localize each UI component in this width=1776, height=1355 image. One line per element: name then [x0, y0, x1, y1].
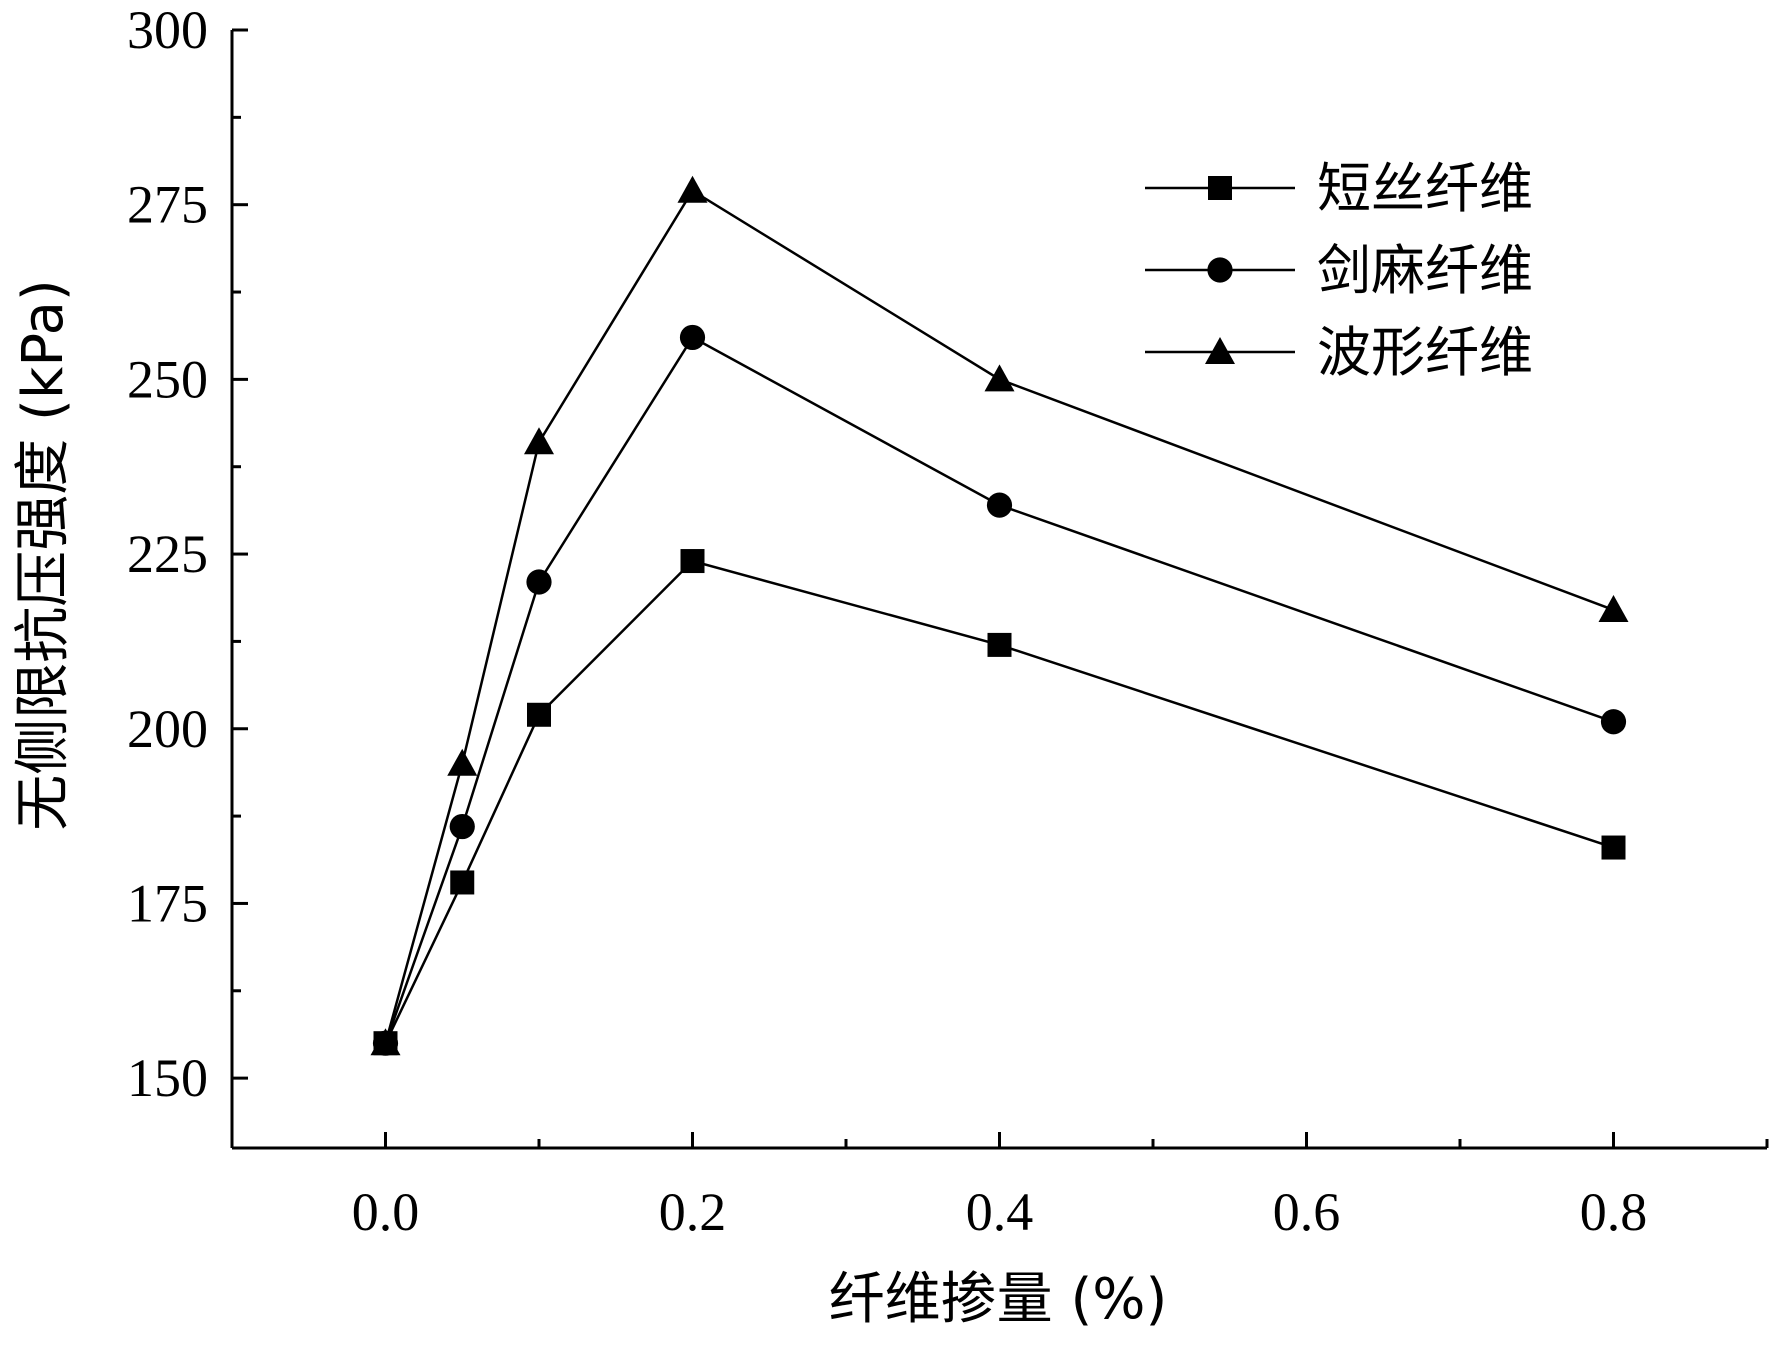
legend-label: 剑麻纤维 — [1317, 239, 1533, 302]
x-axis-title: 纤维掺量 (%) — [829, 1267, 1168, 1332]
data-point — [450, 870, 475, 895]
axes: 150 175 200 225 250 275 300 0.0 0.2 0.4 0.6 0.8 — [127, 0, 1769, 1242]
data-point — [449, 813, 475, 840]
y-tick-label: 225 — [127, 524, 208, 584]
legend-marker — [1208, 176, 1232, 200]
data-point — [526, 569, 552, 595]
legend-item: 短丝纤维 — [1145, 157, 1533, 220]
data-point — [986, 492, 1013, 518]
series-line — [384, 188, 1614, 1044]
data-point — [370, 1028, 401, 1056]
x-tick-label: 0.4 — [966, 1182, 1034, 1242]
series-layer — [370, 175, 1629, 1056]
data-point — [1598, 594, 1629, 622]
legend-item: 波形纤维 — [1145, 321, 1533, 384]
data-point — [984, 364, 1015, 392]
legend-item: 剑麻纤维 — [1145, 239, 1533, 302]
legend-marker — [1207, 257, 1233, 283]
x-tick-label: 0.8 — [1580, 1182, 1648, 1242]
series-line — [384, 559, 1614, 1044]
data-point — [987, 632, 1012, 657]
data-point — [1600, 709, 1627, 735]
x-tick-label: 0.2 — [659, 1182, 727, 1242]
y-axis-title: 无侧限抗压强度 (kPa) — [11, 279, 76, 831]
y-tick-label: 275 — [127, 175, 208, 235]
y-tick-label: 150 — [127, 1048, 208, 1108]
y-tick-label: 250 — [127, 349, 208, 409]
series-2 — [372, 324, 1627, 1056]
legend-label: 短丝纤维 — [1317, 157, 1533, 220]
legend-label: 波形纤维 — [1317, 321, 1533, 384]
series-3 — [370, 175, 1629, 1056]
data-point — [1601, 835, 1626, 860]
x-tick-label: 0.0 — [352, 1182, 420, 1242]
y-tick-label: 300 — [127, 0, 208, 60]
data-point — [677, 175, 708, 203]
data-point — [679, 324, 706, 351]
y-tick-label: 200 — [127, 699, 208, 759]
x-tick-label: 0.6 — [1273, 1182, 1341, 1242]
data-point — [527, 702, 551, 727]
data-point — [680, 549, 705, 574]
series-1 — [373, 549, 1626, 1056]
data-point — [524, 427, 554, 455]
data-point — [447, 748, 478, 776]
y-tick-label: 175 — [127, 873, 208, 933]
legend-marker — [1205, 337, 1235, 364]
series-line — [384, 335, 1614, 1044]
